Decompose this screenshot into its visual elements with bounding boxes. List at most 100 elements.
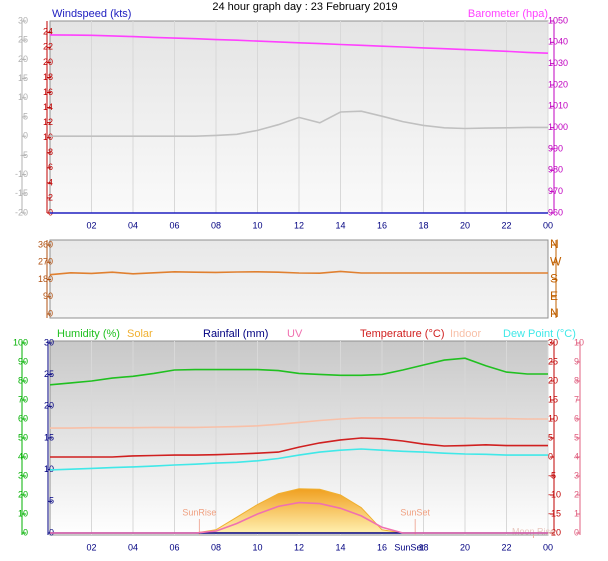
chart-title: 24 hour graph day : 23 February 2019 [212, 1, 397, 13]
legend-label: Indoor [450, 328, 482, 340]
line [50, 437, 548, 458]
y-tick-label: 1000 [548, 122, 568, 132]
y-tick-label: 18 [43, 72, 53, 82]
line [49, 357, 548, 386]
y-tick-label: 90 [18, 356, 28, 366]
y-tick-label: 0 [23, 131, 28, 141]
x-tick-label: 12 [294, 542, 304, 552]
y-tick-label: 6 [48, 162, 53, 172]
y-tick-label: 10 [548, 413, 558, 423]
line [49, 34, 549, 54]
y-tick-label: 20 [44, 401, 54, 411]
y-tick-label: 970 [548, 186, 563, 196]
annotation-label: SunRise [182, 507, 216, 517]
line [49, 448, 548, 471]
y-tick-label: N [550, 306, 559, 320]
y-tick-label: -15 [15, 188, 28, 198]
legend-label: UV [287, 328, 303, 340]
y-tick-label: 1030 [548, 58, 568, 68]
x-tick-label: 14 [335, 542, 345, 552]
x-tick-label: 18 [418, 542, 428, 552]
y-tick-label: 25 [548, 356, 558, 366]
y-tick-label: -10 [548, 489, 561, 499]
plot-area [49, 239, 549, 319]
y-tick-label: 50 [18, 432, 28, 442]
y-tick-label: 100 [13, 337, 28, 347]
y-tick-label: 25 [18, 35, 28, 45]
legend-label: Temperature (°C) [360, 328, 444, 340]
y-tick-label: 0 [23, 527, 28, 537]
annotation-label: SunSet [400, 507, 430, 517]
x-tick-label: 18 [418, 220, 428, 230]
line [50, 501, 548, 534]
y-tick-label: 12 [43, 117, 53, 127]
y-tick-label: 14 [43, 102, 53, 112]
y-tick-label: 15 [18, 73, 28, 83]
y-tick-label: 6 [574, 413, 579, 423]
x-tick-label: 02 [86, 542, 96, 552]
legend-label: Windspeed (kts) [52, 8, 131, 20]
y-tick-label: 15 [548, 394, 558, 404]
y-tick-label: W [550, 254, 562, 268]
line [49, 270, 548, 276]
y-tick-label: -20 [15, 207, 28, 217]
y-tick-label: 990 [548, 143, 563, 153]
y-tick-label: 4 [574, 451, 579, 461]
y-tick-label: 7 [574, 394, 579, 404]
y-tick-label: 2 [574, 489, 579, 499]
y-tick-label: 8 [574, 375, 579, 385]
y-tick-label: 10 [44, 464, 54, 474]
y-tick-label: 980 [548, 165, 563, 175]
x-tick-label: 14 [335, 220, 345, 230]
y-tick-label: 180 [38, 274, 53, 284]
y-tick-label: 1020 [548, 79, 568, 89]
x-tick-label: 04 [128, 542, 138, 552]
y-tick-label: 24 [43, 27, 53, 37]
y-tick-label: 5 [49, 496, 54, 506]
y-tick-label: 20 [548, 375, 558, 385]
y-tick-label: 960 [548, 207, 563, 217]
y-tick-label: -15 [548, 508, 561, 518]
axis-annotation: SunSet [394, 542, 424, 552]
y-tick-label: 0 [548, 451, 553, 461]
y-tick-label: 25 [44, 369, 54, 379]
x-tick-label: 10 [252, 220, 262, 230]
x-tick-label: 12 [294, 220, 304, 230]
y-tick-label: 5 [548, 432, 553, 442]
x-tick-label: 20 [460, 542, 470, 552]
y-tick-label: -5 [548, 470, 556, 480]
y-tick-label: 1050 [548, 15, 568, 25]
line [50, 417, 548, 429]
y-tick-label: 1040 [548, 37, 568, 47]
x-tick-label: 08 [211, 220, 221, 230]
y-tick-label: 10 [18, 508, 28, 518]
legend-label: Rainfall (mm) [203, 328, 268, 340]
y-tick-label: 30 [18, 15, 28, 25]
x-tick-label: 16 [377, 220, 387, 230]
y-tick-label: 8 [48, 147, 53, 157]
legend-label: Dew Point (°C) [503, 328, 576, 340]
x-tick-label: 22 [501, 542, 511, 552]
legend-label: Solar [127, 328, 153, 340]
x-tick-label: 22 [501, 220, 511, 230]
y-tick-label: 90 [43, 291, 53, 301]
y-tick-label: 30 [44, 337, 54, 347]
legend-label: Humidity (%) [57, 328, 120, 340]
y-tick-label: -5 [20, 150, 28, 160]
legend-label: Barometer (hpa) [468, 8, 548, 20]
y-tick-label: 10 [43, 132, 53, 142]
y-tick-label: 360 [38, 239, 53, 249]
y-tick-label: 30 [18, 470, 28, 480]
y-tick-label: S [550, 272, 558, 286]
y-tick-label: 15 [44, 432, 54, 442]
y-tick-label: 40 [18, 451, 28, 461]
y-tick-label: 20 [43, 57, 53, 67]
y-tick-label: 20 [18, 54, 28, 64]
y-tick-label: 5 [574, 432, 579, 442]
y-tick-label: 60 [18, 413, 28, 423]
y-tick-label: -10 [15, 169, 28, 179]
y-tick-label: 1 [574, 508, 579, 518]
y-tick-label: 5 [23, 111, 28, 121]
y-tick-label: 3 [574, 470, 579, 480]
